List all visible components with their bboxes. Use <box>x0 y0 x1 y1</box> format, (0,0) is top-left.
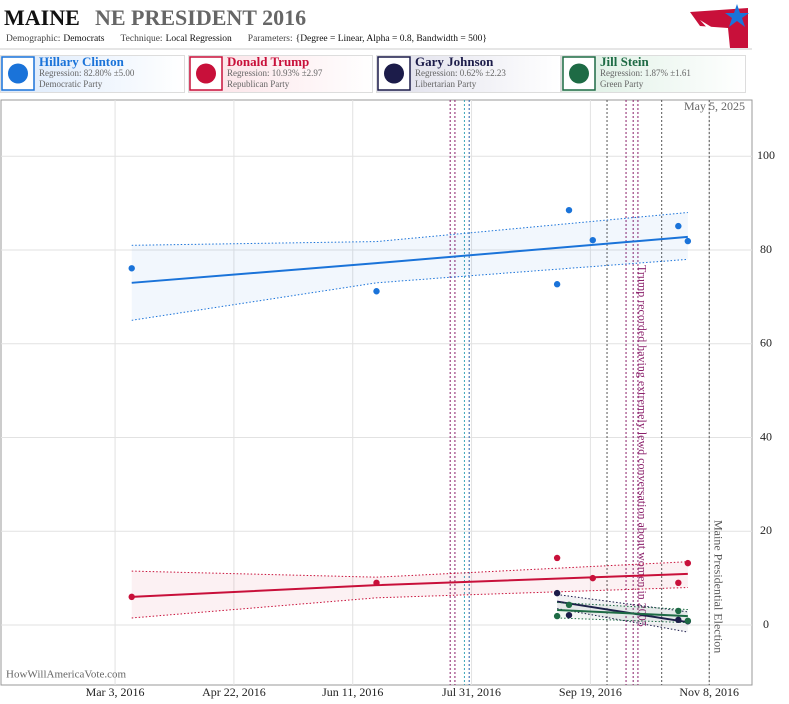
poll-point <box>373 288 380 295</box>
poll-point <box>684 617 692 624</box>
poll-point <box>565 601 573 609</box>
plot-area <box>0 99 753 686</box>
x-tick-label: Jun 11, 2016 <box>322 685 383 699</box>
param-label: Parameters: <box>248 34 293 44</box>
title-state: MAINE <box>4 5 80 30</box>
legend-party: Libertarian Party <box>415 79 477 89</box>
x-tick-label: Sep 19, 2016 <box>559 685 622 699</box>
watermark: HowWillAmericaVote.com <box>6 669 126 681</box>
event-label: Trump recorded having extremely lewd con… <box>635 265 649 627</box>
legend-party: Green Party <box>600 79 644 89</box>
poll-point <box>589 236 596 244</box>
y-tick-label: 0 <box>763 617 769 631</box>
x-tick-label: Nov 8, 2016 <box>679 685 739 699</box>
poll-point <box>675 579 682 587</box>
band-fill <box>131 212 688 321</box>
band-lower <box>557 608 688 633</box>
trend-line <box>557 609 688 618</box>
logo <box>690 4 749 48</box>
legend-regression: Regression: 82.80% ±5.00 <box>39 68 135 78</box>
legend-name: Donald Trump <box>227 54 309 69</box>
legend-regression: Regression: 0.62% ±2.23 <box>415 68 506 78</box>
y-tick-label: 80 <box>760 242 772 256</box>
band-upper <box>131 212 688 246</box>
legend-name: Hillary Clinton <box>39 54 125 69</box>
date-label: May 5, 2025 <box>684 99 745 113</box>
band-upper <box>131 561 688 578</box>
legend-icon-glyph <box>196 63 216 84</box>
legend-icon-glyph <box>569 63 589 84</box>
poll-point <box>553 281 561 288</box>
poll-point <box>565 611 573 619</box>
poll-point <box>553 589 561 597</box>
band-fill <box>131 561 688 618</box>
band-lower <box>131 258 688 321</box>
trend-line <box>556 600 688 624</box>
poll-point <box>553 612 561 620</box>
poll-point <box>589 574 596 582</box>
param-value: {Degree = Linear, Alpha = 0.8, Bandwidth… <box>296 34 487 44</box>
legend-party: Democratic Party <box>39 79 103 89</box>
poll-point <box>675 607 682 615</box>
trend-line <box>131 235 688 284</box>
y-tick-label: 20 <box>760 523 772 537</box>
legend-regression: Regression: 1.87% ±1.61 <box>600 68 691 78</box>
y-tick-label: 100 <box>757 148 775 162</box>
band-upper <box>557 602 688 611</box>
x-tick-label: Mar 3, 2016 <box>86 685 145 699</box>
poll-point <box>565 206 573 214</box>
param-value: Local Regression <box>166 34 232 44</box>
poll-point <box>684 559 692 567</box>
legend-party: Republican Party <box>227 79 290 89</box>
poll-point <box>373 579 380 587</box>
param-value: Democrats <box>63 34 104 44</box>
poll-point <box>675 222 682 230</box>
event-label: Maine Presidential Election <box>711 520 725 653</box>
params: Demographic: Democrats Technique: Local Reg… <box>6 34 487 44</box>
y-tick-label: 60 <box>760 336 772 350</box>
y-tick-label: 40 <box>760 429 772 443</box>
legend-name: Jill Stein <box>600 54 650 69</box>
param-label: Demographic: <box>6 34 60 44</box>
x-tick-label: Jul 31, 2016 <box>442 685 501 699</box>
plot: Mar 3, 2016 Apr 22, 2016 Jun 11, 2016 Jul 3… <box>1 100 775 699</box>
band-upper <box>557 594 688 613</box>
band-lower <box>131 587 688 619</box>
title-race: NE PRESIDENT 2016 <box>95 5 306 30</box>
poll-point <box>553 554 561 562</box>
poll-point <box>675 616 682 624</box>
poll-point <box>128 593 135 601</box>
band-lower <box>557 617 688 624</box>
x-tick-label: Apr 22, 2016 <box>202 685 266 699</box>
legend-icon-glyph <box>8 63 28 84</box>
legend-regression: Regression: 10.93% ±2.97 <box>227 68 323 78</box>
poll-point <box>684 237 692 245</box>
param-label: Technique: <box>121 34 163 44</box>
legend-icon-glyph <box>384 63 404 84</box>
poll-point <box>128 265 135 272</box>
legend-name: Gary Johnson <box>415 54 494 69</box>
